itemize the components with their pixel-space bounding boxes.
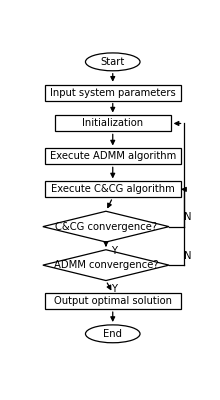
Polygon shape <box>43 250 169 280</box>
Text: Output optimal solution: Output optimal solution <box>54 296 172 306</box>
Text: Start: Start <box>101 57 125 67</box>
FancyBboxPatch shape <box>44 85 181 101</box>
FancyBboxPatch shape <box>55 116 171 132</box>
Text: C&CG convergence?: C&CG convergence? <box>55 222 157 232</box>
Ellipse shape <box>86 325 140 343</box>
Text: Y: Y <box>112 284 117 294</box>
Text: Y: Y <box>112 246 117 256</box>
Ellipse shape <box>86 53 140 71</box>
Text: Execute C&CG algorithm: Execute C&CG algorithm <box>51 184 175 194</box>
Text: Initialization: Initialization <box>82 118 143 128</box>
Text: ADMM convergence?: ADMM convergence? <box>54 260 158 270</box>
Text: Execute ADMM algorithm: Execute ADMM algorithm <box>50 152 176 162</box>
FancyBboxPatch shape <box>44 148 181 164</box>
FancyBboxPatch shape <box>44 181 181 197</box>
Text: N: N <box>184 251 192 261</box>
Text: N: N <box>184 212 192 222</box>
Polygon shape <box>43 211 169 242</box>
Text: End: End <box>103 329 122 339</box>
Text: Input system parameters: Input system parameters <box>50 88 176 98</box>
FancyBboxPatch shape <box>44 293 181 309</box>
